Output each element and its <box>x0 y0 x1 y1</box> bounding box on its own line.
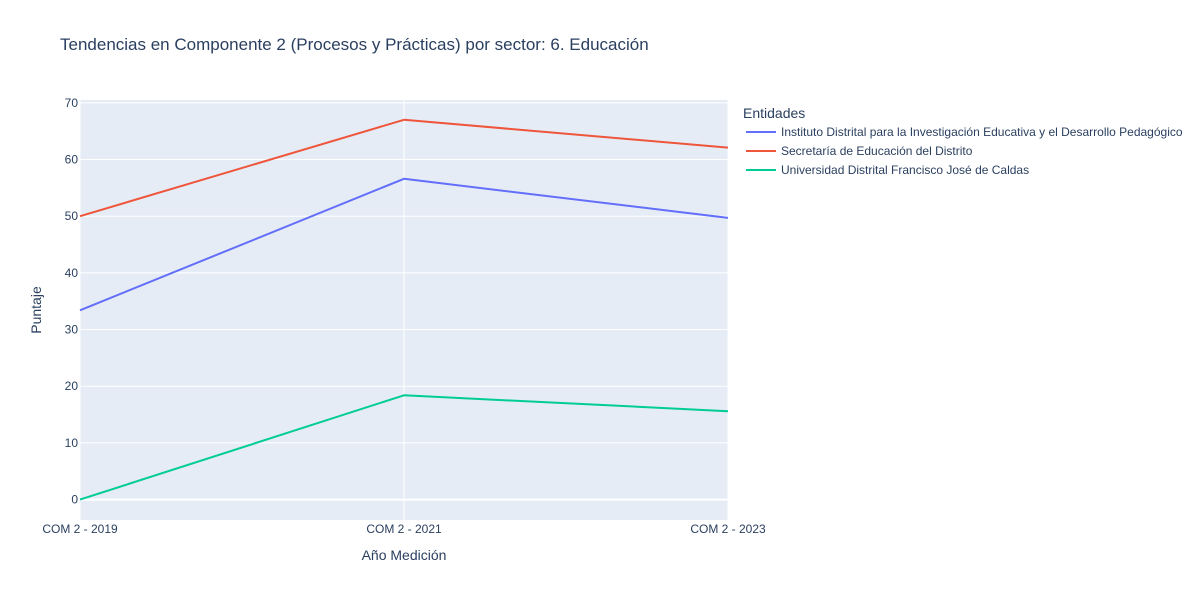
y-tick-label: 0 <box>71 493 78 507</box>
series-line-3 <box>79 394 729 501</box>
y-tick-label: 50 <box>65 209 79 223</box>
legend-label: Secretaría de Educación del Distrito <box>781 144 973 158</box>
legend-item-1[interactable]: Instituto Distrital para la Investigació… <box>746 125 1183 139</box>
y-axis-ticks: 0 10 20 30 40 50 60 70 <box>65 96 79 507</box>
y-tick-label: 10 <box>65 436 79 450</box>
x-tick-label: COM 2 - 2021 <box>366 522 442 536</box>
legend-item-2[interactable]: Secretaría de Educación del Distrito <box>746 144 973 158</box>
x-axis-ticks: COM 2 - 2019 COM 2 - 2021 COM 2 - 2023 <box>42 522 766 536</box>
legend-label: Instituto Distrital para la Investigació… <box>781 125 1183 139</box>
x-tick-label: COM 2 - 2019 <box>42 522 118 536</box>
y-tick-label: 70 <box>65 96 79 110</box>
y-axis-label: Puntaje <box>28 286 44 334</box>
legend: Entidades Instituto Distrital para la In… <box>743 105 1183 177</box>
y-tick-label: 20 <box>65 379 79 393</box>
legend-label: Universidad Distrital Francisco José de … <box>781 163 1029 177</box>
series-line-2 <box>79 118 729 218</box>
y-tick-label: 60 <box>65 153 79 167</box>
chart-title: Tendencias en Componente 2 (Procesos y P… <box>60 35 649 54</box>
series-lines <box>79 118 729 501</box>
legend-item-3[interactable]: Universidad Distrital Francisco José de … <box>746 163 1029 177</box>
x-tick-label: COM 2 - 2023 <box>690 522 766 536</box>
y-gridlines <box>80 102 728 501</box>
legend-title: Entidades <box>743 105 805 121</box>
legend-items: Instituto Distrital para la Investigació… <box>746 125 1183 177</box>
y-tick-label: 40 <box>65 266 79 280</box>
y-tick-label: 30 <box>65 323 79 337</box>
series-line-1 <box>79 177 729 312</box>
x-axis-label: Año Medición <box>362 547 447 563</box>
